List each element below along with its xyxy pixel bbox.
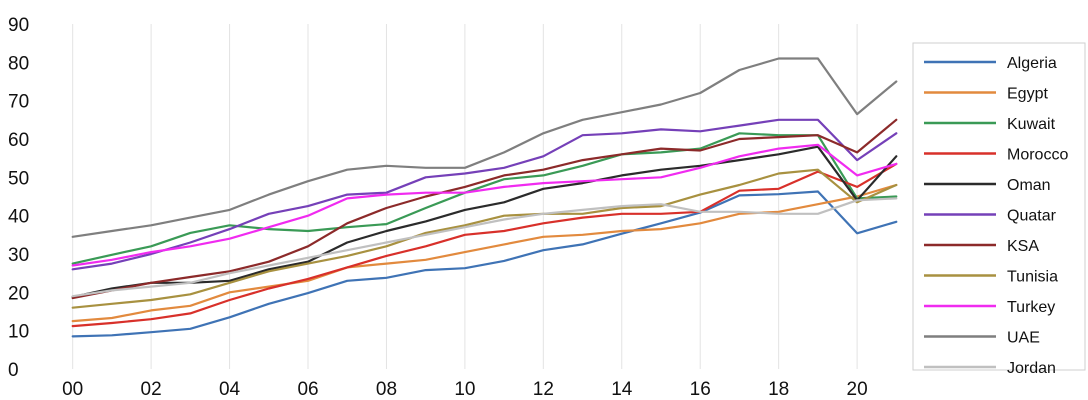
y-tick-label: 90: [8, 15, 29, 36]
y-tick-label: 50: [8, 168, 29, 189]
x-tick-label: 02: [141, 379, 162, 400]
y-tick-label: 30: [8, 245, 29, 266]
x-tick-label: 12: [533, 379, 554, 400]
series-line-turkey: [71, 143, 898, 267]
series-line-uae: [71, 57, 898, 238]
series-line-quatar: [71, 118, 898, 271]
legend-label-algeria: Algeria: [1007, 55, 1057, 72]
x-tick-label: 18: [768, 379, 789, 400]
legend-label-quatar: Quatar: [1007, 208, 1057, 225]
legend-label-kuwait: Kuwait: [1007, 116, 1056, 133]
x-tick-label: 14: [611, 379, 633, 400]
legend: Algeria Egypt Kuwait Morocco Oman Quatar KSA Tu…: [912, 42, 1086, 377]
series-line-kuwait: [71, 132, 898, 265]
y-tick-label: 0: [8, 360, 19, 381]
y-tick-label: 70: [8, 92, 29, 113]
series-line-oman: [71, 145, 898, 298]
x-tick-label: 08: [376, 379, 397, 400]
series-line-morocco: [71, 162, 898, 328]
legend-label-jordan: Jordan: [1007, 360, 1056, 377]
series-line-ksa: [71, 118, 898, 300]
x-tick-label: 06: [297, 379, 318, 400]
x-tick-label: 20: [847, 379, 868, 400]
legend-label-turkey: Turkey: [1007, 299, 1055, 316]
series-line-tunisia: [71, 168, 898, 309]
series-lines: [71, 57, 898, 338]
legend-label-tunisia: Tunisia: [1007, 269, 1058, 286]
legend-label-morocco: Morocco: [1007, 147, 1068, 164]
y-tick-label: 20: [8, 283, 29, 304]
series-line-algeria: [71, 190, 898, 338]
legend-label-egypt: Egypt: [1007, 86, 1048, 103]
y-tick-label: 40: [8, 207, 29, 228]
y-tick-label: 60: [8, 130, 29, 151]
y-tick-label: 10: [8, 322, 29, 343]
y-tick-label: 80: [8, 53, 29, 74]
legend-label-oman: Oman: [1007, 177, 1051, 194]
x-tick-label: 04: [219, 379, 241, 400]
x-tick-label: 10: [454, 379, 475, 400]
x-tick-label: 16: [690, 379, 711, 400]
x-tick-label: 00: [62, 379, 83, 400]
x-axis-ticks: 00 02 04 06 08 10 12 14 16 18 20: [62, 379, 868, 400]
legend-box: [912, 42, 1086, 371]
y-axis-ticks: 0 10 20 30 40 50 60 70 80 90: [8, 15, 29, 381]
legend-label-uae: UAE: [1007, 330, 1040, 347]
grid-lines: [72, 24, 858, 369]
legend-label-ksa: KSA: [1007, 238, 1039, 255]
series-line-jordan: [71, 197, 898, 298]
